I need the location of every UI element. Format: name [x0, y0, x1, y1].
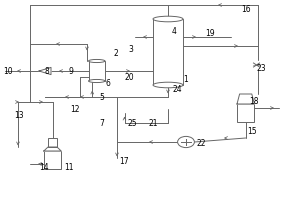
Text: 19: 19 — [205, 28, 215, 38]
Bar — [237, 104, 254, 122]
Text: 12: 12 — [70, 105, 80, 114]
Text: 13: 13 — [15, 111, 24, 120]
Polygon shape — [39, 67, 51, 75]
Text: 3: 3 — [128, 46, 133, 54]
Text: 7: 7 — [100, 119, 104, 129]
Text: 9: 9 — [68, 66, 73, 75]
Ellipse shape — [88, 79, 105, 83]
Bar — [153, 19, 183, 85]
Ellipse shape — [153, 82, 183, 88]
Text: 25: 25 — [127, 118, 137, 128]
Text: 11: 11 — [64, 163, 74, 172]
Text: 23: 23 — [256, 64, 266, 73]
Text: 24: 24 — [172, 85, 182, 94]
Text: 21: 21 — [148, 118, 158, 128]
Circle shape — [178, 136, 194, 148]
Bar — [44, 151, 61, 169]
Polygon shape — [44, 147, 61, 151]
Bar — [48, 138, 57, 147]
Polygon shape — [237, 94, 254, 104]
Text: 4: 4 — [172, 26, 176, 36]
Text: 22: 22 — [196, 140, 206, 148]
Text: 8: 8 — [44, 68, 49, 76]
Text: 20: 20 — [124, 72, 134, 82]
Text: 18: 18 — [249, 98, 258, 106]
Text: 5: 5 — [100, 94, 104, 102]
Bar — [88, 61, 105, 81]
Text: 6: 6 — [106, 78, 110, 88]
Ellipse shape — [88, 59, 105, 63]
Text: 14: 14 — [40, 163, 49, 172]
Ellipse shape — [153, 16, 183, 22]
Text: 2: 2 — [113, 48, 118, 58]
Text: 1: 1 — [184, 75, 188, 84]
Text: 16: 16 — [241, 4, 251, 14]
Text: 15: 15 — [247, 128, 257, 136]
Text: 10: 10 — [4, 68, 13, 76]
Text: 17: 17 — [120, 158, 129, 166]
